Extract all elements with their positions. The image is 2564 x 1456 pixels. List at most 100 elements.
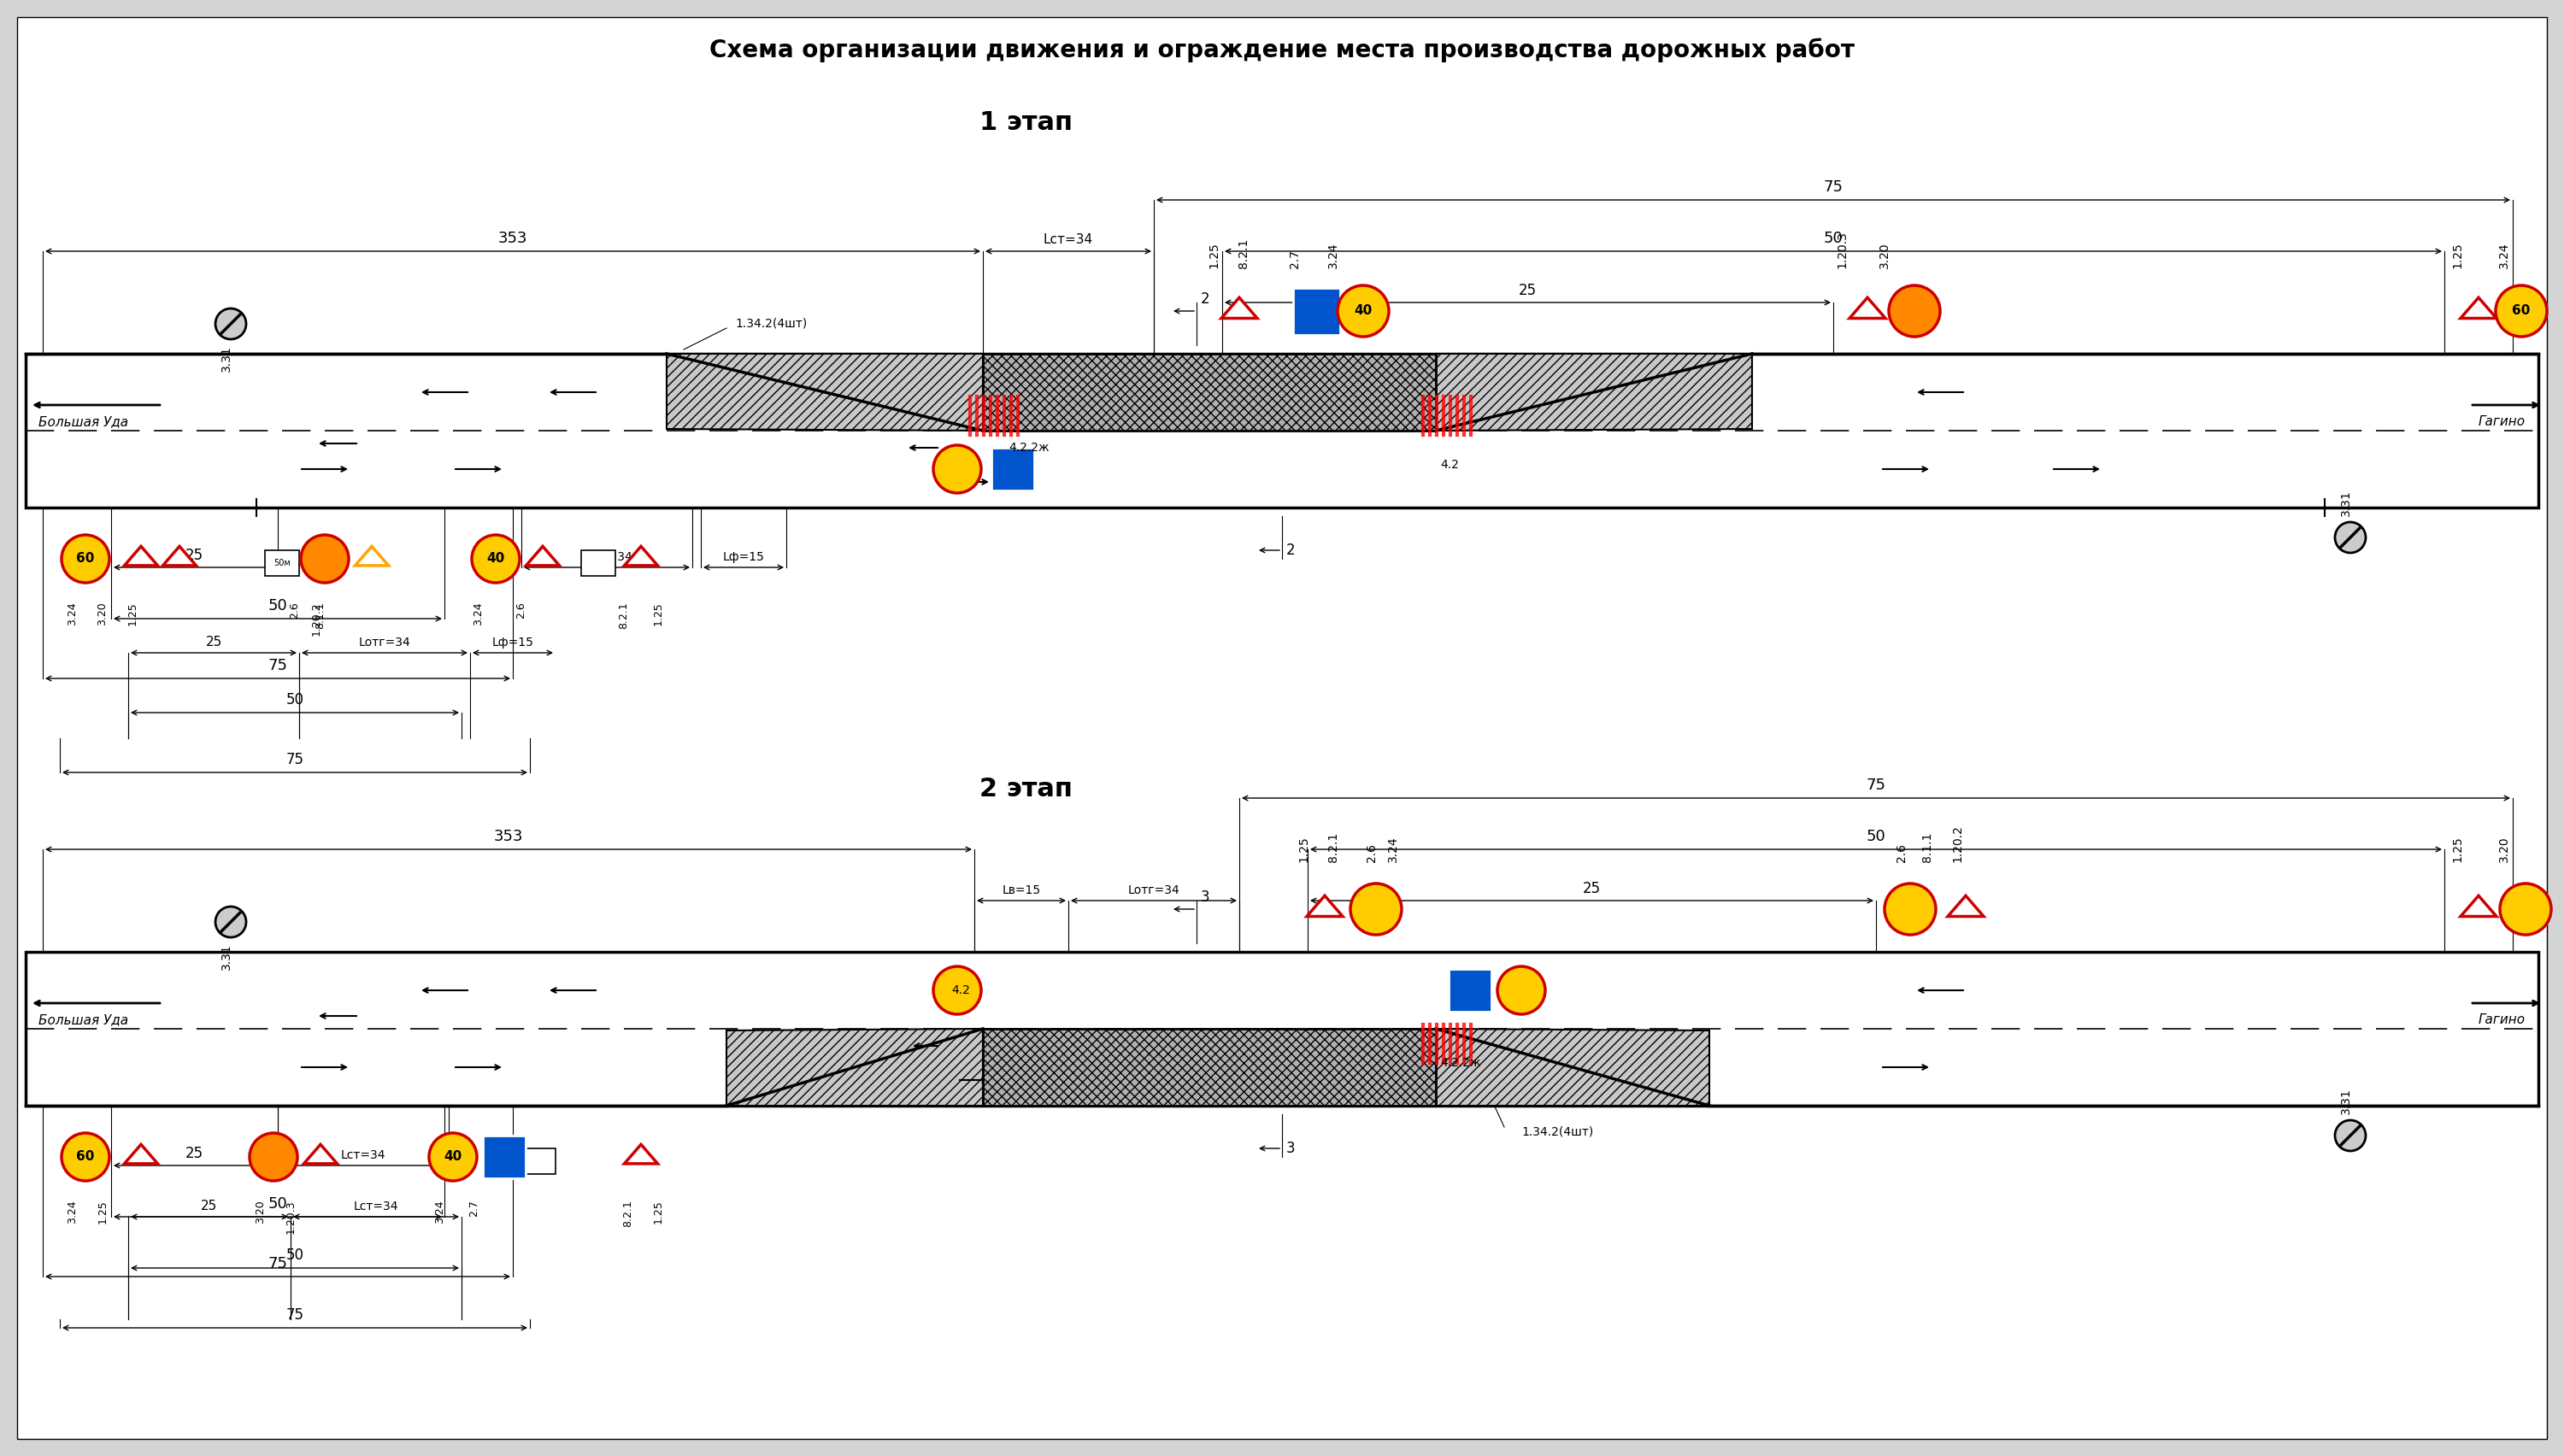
Circle shape xyxy=(1497,967,1546,1015)
Circle shape xyxy=(2336,523,2367,553)
Text: Lст=34: Lст=34 xyxy=(354,1201,397,1213)
Text: 1.20.3: 1.20.3 xyxy=(1836,232,1849,268)
Bar xyxy=(520,1149,556,1174)
Text: 3.20: 3.20 xyxy=(2497,836,2510,862)
Text: 353: 353 xyxy=(497,230,528,246)
Polygon shape xyxy=(354,546,390,565)
Text: 2.7: 2.7 xyxy=(469,1200,479,1217)
Text: Lст=34: Lст=34 xyxy=(341,1149,385,1162)
Text: 3.31: 3.31 xyxy=(2341,1088,2351,1114)
Polygon shape xyxy=(1436,1029,1710,1105)
Circle shape xyxy=(933,446,982,494)
Bar xyxy=(26,354,2538,508)
Circle shape xyxy=(1890,285,1941,336)
Text: 1.20.3: 1.20.3 xyxy=(285,1200,295,1233)
Polygon shape xyxy=(2461,895,2497,916)
Circle shape xyxy=(215,309,246,339)
Text: 8.2.1: 8.2.1 xyxy=(623,1200,633,1227)
Text: 1.20.2: 1.20.2 xyxy=(310,601,323,635)
Text: 8.1.1: 8.1.1 xyxy=(1920,831,1933,862)
Text: 75: 75 xyxy=(1867,778,1885,794)
Text: 3.24: 3.24 xyxy=(67,601,77,625)
Circle shape xyxy=(249,1133,297,1181)
Text: 1.25: 1.25 xyxy=(97,1200,108,1223)
Text: 3.20: 3.20 xyxy=(1879,242,1890,268)
Text: 75: 75 xyxy=(287,751,303,767)
Circle shape xyxy=(2495,285,2546,336)
Text: 3.24: 3.24 xyxy=(1328,242,1338,268)
Polygon shape xyxy=(2461,297,2497,319)
Text: 3: 3 xyxy=(1287,1140,1295,1156)
Text: 75: 75 xyxy=(267,658,287,673)
Text: 25: 25 xyxy=(205,636,223,648)
Text: 3.31: 3.31 xyxy=(221,943,233,970)
Text: 3.20: 3.20 xyxy=(254,1200,267,1223)
Text: 25: 25 xyxy=(1582,881,1600,897)
Text: 3.24: 3.24 xyxy=(67,1200,77,1223)
Polygon shape xyxy=(526,546,559,565)
Text: 8.2.1: 8.2.1 xyxy=(618,601,631,629)
Text: Схема организации движения и ограждение места производства дорожных работ: Схема организации движения и ограждение … xyxy=(710,38,1854,63)
Text: 60: 60 xyxy=(77,552,95,565)
Bar xyxy=(1292,287,1338,335)
Text: 3.24: 3.24 xyxy=(1387,836,1400,862)
Polygon shape xyxy=(1308,895,1344,916)
Text: 40: 40 xyxy=(487,552,505,565)
Text: 2.6: 2.6 xyxy=(1367,843,1377,862)
Text: 1.25: 1.25 xyxy=(1297,836,1310,862)
Text: 2 этап: 2 этап xyxy=(979,778,1072,802)
Text: 2: 2 xyxy=(1287,543,1295,558)
Text: 4.2.2ж: 4.2.2ж xyxy=(1441,1057,1482,1069)
Circle shape xyxy=(933,967,982,1015)
Text: 50: 50 xyxy=(269,1197,287,1211)
Text: 1.25: 1.25 xyxy=(2451,836,2464,862)
Circle shape xyxy=(2500,884,2551,935)
Polygon shape xyxy=(164,546,195,565)
Polygon shape xyxy=(123,546,159,565)
Text: Lст=34: Lст=34 xyxy=(1044,233,1092,246)
Circle shape xyxy=(472,534,520,582)
Text: 3.20: 3.20 xyxy=(97,601,108,625)
Text: 3.24: 3.24 xyxy=(2497,242,2510,268)
Text: 2.6: 2.6 xyxy=(290,601,300,619)
Text: 50: 50 xyxy=(287,692,303,708)
Text: 75: 75 xyxy=(267,1257,287,1271)
Text: 1.25: 1.25 xyxy=(651,601,664,625)
Text: 1 этап: 1 этап xyxy=(979,111,1072,135)
Bar xyxy=(482,1136,526,1178)
Circle shape xyxy=(1351,884,1403,935)
Text: Большая Уда: Большая Уда xyxy=(38,416,128,428)
Text: 1.20.2: 1.20.2 xyxy=(1951,824,1964,862)
Text: 75: 75 xyxy=(1823,179,1844,195)
Text: 3: 3 xyxy=(1200,890,1210,904)
Text: Большая Уда: Большая Уда xyxy=(38,1013,128,1026)
Text: 50: 50 xyxy=(287,1248,303,1262)
Bar xyxy=(982,1029,1436,1105)
Text: 1.25: 1.25 xyxy=(126,601,138,625)
Text: 2.6: 2.6 xyxy=(1895,843,1908,862)
Circle shape xyxy=(62,1133,110,1181)
Circle shape xyxy=(300,534,349,582)
Text: Гагино: Гагино xyxy=(2479,1013,2526,1026)
Text: 2.6: 2.6 xyxy=(515,601,528,619)
Polygon shape xyxy=(726,1029,982,1105)
Text: Lотг=34: Lотг=34 xyxy=(359,636,410,648)
Text: 40: 40 xyxy=(1354,304,1372,317)
Text: 25: 25 xyxy=(1518,282,1536,298)
Text: 4.2: 4.2 xyxy=(951,984,969,996)
Bar xyxy=(992,448,1033,491)
Text: 60: 60 xyxy=(2513,304,2531,317)
Polygon shape xyxy=(303,1144,338,1163)
Text: 50м: 50м xyxy=(274,559,290,568)
Text: 2: 2 xyxy=(1200,291,1210,307)
Polygon shape xyxy=(667,354,982,431)
Text: 1.25: 1.25 xyxy=(1208,242,1220,268)
Text: 25: 25 xyxy=(185,1146,203,1162)
Text: 50: 50 xyxy=(269,598,287,613)
Circle shape xyxy=(215,907,246,938)
Text: 4.2.2ж: 4.2.2ж xyxy=(1008,441,1049,454)
Text: 50: 50 xyxy=(1823,230,1844,246)
Text: 25: 25 xyxy=(185,547,203,563)
Circle shape xyxy=(1338,285,1390,336)
Text: 40: 40 xyxy=(444,1150,462,1163)
